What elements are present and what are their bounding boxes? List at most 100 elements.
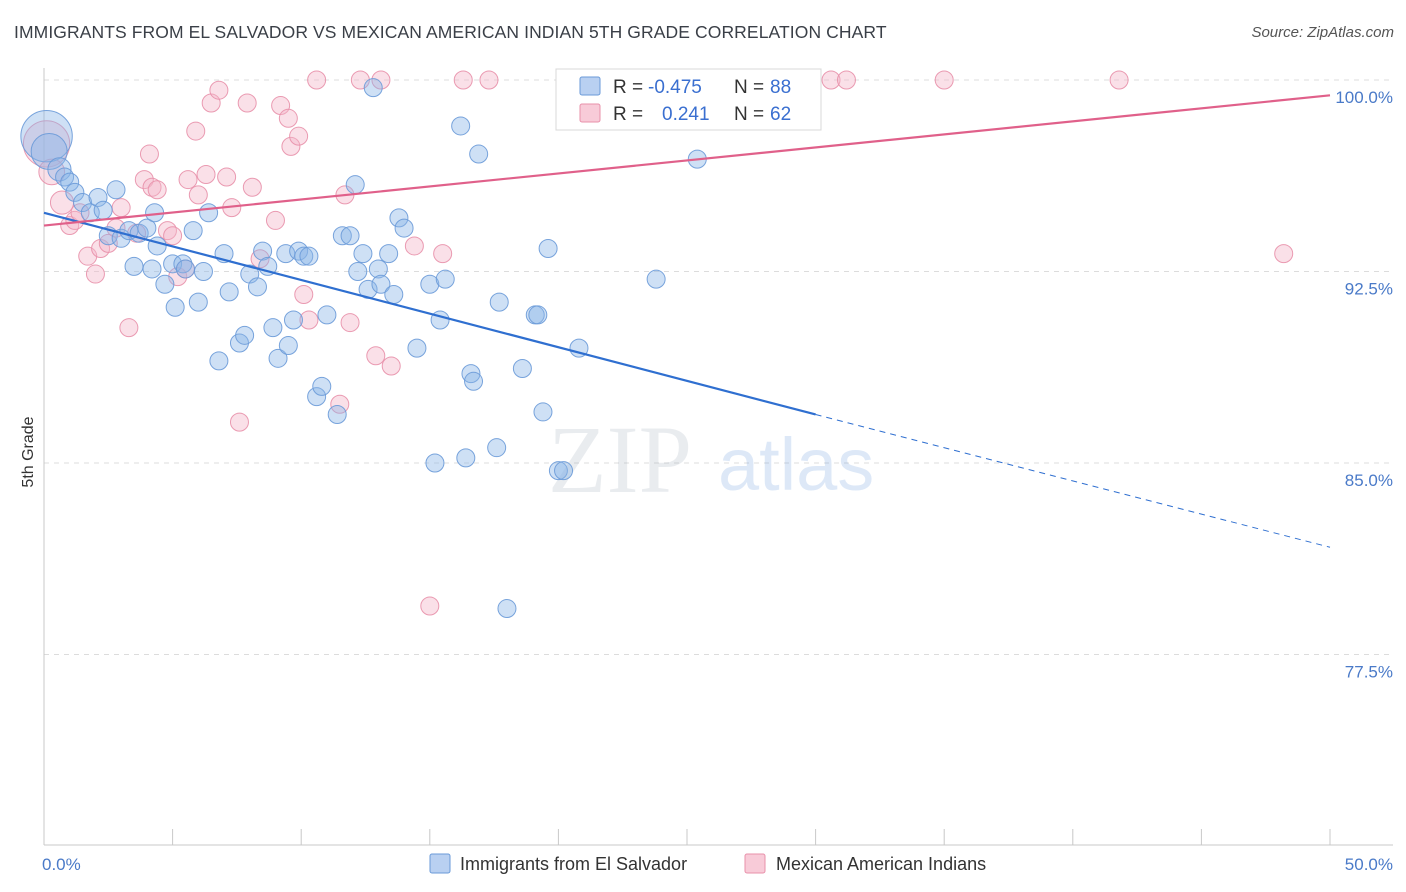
- mexican-american-indians-point-9: [98, 233, 118, 253]
- trend-line-el-salvador-extension: [815, 414, 1331, 548]
- el-salvador-point-72: [469, 144, 489, 164]
- mexican-american-indians-point-0: [22, 120, 71, 168]
- watermark: ZIP atlas: [548, 406, 874, 513]
- bottom-legend-label-blue: Immigrants from El Salvador: [460, 854, 687, 874]
- legend-r-label-2: R =: [613, 104, 643, 125]
- el-salvador-point-75: [497, 599, 517, 619]
- el-salvador-point-61: [389, 208, 409, 228]
- el-salvador-point-64: [420, 274, 440, 294]
- legend-r-value-blue: -0.475: [648, 77, 702, 98]
- el-salvador-point-6: [73, 193, 93, 213]
- el-salvador-point-21: [163, 254, 183, 274]
- el-salvador-point-48: [317, 305, 337, 325]
- el-salvador-point-39: [268, 348, 288, 368]
- el-salvador-point-0: [20, 109, 73, 163]
- watermark-atlas: atlas: [718, 423, 874, 506]
- legend-n-label-1: N =: [734, 77, 764, 98]
- mexican-american-indians-point-58: [836, 70, 856, 90]
- el-salvador-point-68: [451, 116, 471, 136]
- axes: [43, 68, 1393, 846]
- mexican-american-indians-point-59: [934, 70, 954, 90]
- el-salvador-point-76: [512, 359, 532, 379]
- mexican-american-indians-point-60: [1109, 70, 1129, 90]
- mexican-american-indians-point-7: [85, 264, 105, 284]
- mexican-american-indians-point-16: [142, 177, 162, 197]
- el-salvador-point-14: [124, 256, 144, 276]
- mexican-american-indians-point-27: [209, 80, 229, 100]
- x-tick-label-0: 0.0%: [42, 855, 81, 874]
- y-tick-label-0: 100.0%: [1335, 88, 1393, 107]
- el-salvador-point-23: [173, 254, 193, 274]
- el-salvador-point-67: [435, 269, 455, 289]
- mexican-american-indians-point-14: [134, 170, 154, 190]
- mexican-american-indians-point-12: [119, 318, 139, 338]
- mexican-american-indians-point-49: [404, 236, 424, 256]
- mexican-american-indians-point-34: [265, 210, 285, 230]
- mexican-american-indians-point-11: [111, 198, 131, 218]
- el-salvador-point-43: [289, 241, 309, 261]
- legend-n-value-pink: 62: [770, 104, 791, 125]
- mexican-american-indians-point-1: [38, 158, 66, 186]
- el-salvador-point-58: [371, 274, 391, 294]
- chart-source: Source: ZipAtlas.com: [1251, 24, 1394, 41]
- trend-lines: [43, 94, 1331, 548]
- el-salvador-point-42: [283, 310, 303, 330]
- el-salvador-point-4: [60, 172, 80, 192]
- mexican-american-indians-point-37: [281, 136, 301, 156]
- y-tick-label-3: 77.5%: [1345, 663, 1393, 682]
- mexican-american-indians-point-19: [163, 226, 183, 246]
- el-salvador-point-62: [394, 218, 414, 238]
- bottom-legend: Immigrants from El Salvador Mexican Amer…: [429, 853, 986, 874]
- el-salvador-point-56: [363, 78, 383, 98]
- el-salvador-point-47: [312, 376, 332, 396]
- y-axis-label: 5th Grade: [20, 416, 37, 487]
- mexican-american-indians-point-38: [289, 126, 309, 146]
- mexican-american-indians-point-51: [433, 244, 453, 264]
- el-salvador-point-49: [327, 404, 347, 424]
- el-salvador-point-26: [188, 292, 208, 312]
- el-salvador-point-50: [332, 226, 352, 246]
- mexican-american-indians-point-15: [139, 144, 159, 164]
- el-salvador-point-38: [263, 318, 283, 338]
- mexican-american-indians-point-48: [381, 356, 401, 376]
- el-salvador-point-33: [235, 325, 255, 345]
- el-salvador-point-81: [548, 461, 568, 481]
- mexican-american-indians-point-44: [340, 313, 360, 333]
- el-salvador-point-83: [569, 338, 589, 358]
- el-salvador-point-17: [142, 259, 162, 279]
- legend-swatch-blue: [579, 76, 601, 96]
- el-salvador-point-1: [30, 132, 68, 170]
- el-salvador-point-84: [646, 269, 666, 289]
- el-salvador-point-41: [278, 336, 298, 356]
- el-salvador-point-52: [345, 175, 365, 195]
- el-salvador-point-63: [407, 338, 427, 358]
- mexican-american-indians-point-22: [178, 170, 198, 190]
- grid-lines: [44, 79, 1393, 655]
- el-salvador-point-74: [489, 292, 509, 312]
- y-tick-label-1: 92.5%: [1345, 280, 1393, 299]
- legend-r-label-1: R =: [613, 77, 643, 98]
- el-salvador-point-65: [425, 453, 445, 473]
- mexican-american-indians-point-46: [366, 346, 386, 366]
- legend-swatch-pink: [579, 103, 601, 123]
- el-salvador-point-20: [155, 274, 175, 294]
- series-el-salvador: [20, 78, 707, 619]
- mexican-american-indians-point-47: [371, 70, 391, 90]
- mexican-american-indians-point-61: [1274, 244, 1294, 264]
- legend: R = -0.475 N = 88 R = 0.241 N = 62: [555, 68, 822, 131]
- mexican-american-indians-point-17: [147, 180, 167, 200]
- el-salvador-point-5: [65, 182, 85, 202]
- el-salvador-point-57: [368, 259, 388, 279]
- mexican-american-indians-point-53: [479, 70, 499, 90]
- el-salvador-point-51: [340, 226, 360, 246]
- legend-r-value-pink: 0.241: [662, 104, 710, 125]
- legend-n-value-blue: 88: [770, 77, 791, 98]
- el-salvador-point-69: [456, 448, 476, 468]
- el-salvador-point-78: [528, 305, 548, 325]
- el-salvador-point-28: [199, 203, 219, 223]
- el-salvador-point-60: [384, 284, 404, 304]
- el-salvador-point-25: [183, 221, 203, 241]
- trend-line-el-salvador: [43, 211, 816, 416]
- mexican-american-indians-point-40: [299, 310, 319, 330]
- el-salvador-point-16: [137, 218, 157, 238]
